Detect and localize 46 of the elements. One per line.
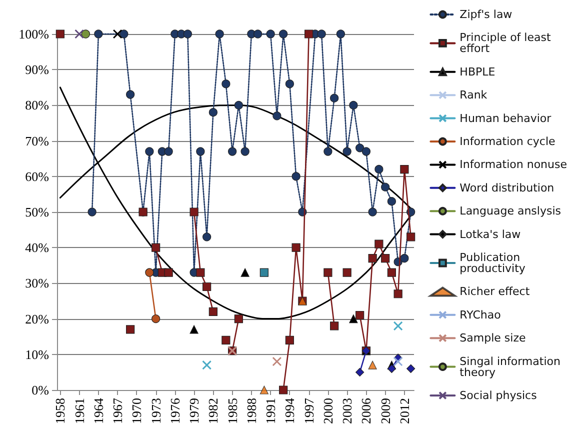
x-tick-label: 2000: [320, 398, 336, 424]
x-tick-label: 1961: [72, 398, 87, 424]
legend-label: Language anslysis: [460, 204, 562, 218]
x-tick-label: 1982: [206, 398, 221, 424]
x-tick-label: 1970: [129, 398, 144, 424]
legend-label: Zipf's law: [460, 8, 512, 21]
x-tick-label: 2003: [340, 398, 355, 424]
y-tick-label: 90%: [25, 62, 50, 78]
x-tick-label: 1997: [301, 398, 316, 424]
x-tick-label: 1988: [244, 398, 259, 424]
legend-label: Information nonuse: [460, 158, 568, 172]
y-tick-label: 0%: [32, 382, 50, 398]
x-tick-label: 1973: [148, 398, 164, 424]
x-tick-label: 1964: [90, 398, 106, 424]
legend-label: Principle of least effort: [460, 31, 554, 56]
y-tick-label: 70%: [25, 133, 50, 148]
y-tick-label: 100%: [18, 26, 50, 42]
legend-label: Sample size: [460, 332, 526, 345]
x-tick-label: 1967: [110, 398, 126, 424]
legend-label: Singal information theory: [460, 354, 564, 379]
x-tick-label: 1976: [167, 398, 182, 424]
x-tick-label: 2006: [358, 398, 374, 424]
y-tick-label: 60%: [25, 168, 50, 184]
legend-label: Rank: [460, 88, 488, 102]
legend-label: HBPLE: [460, 65, 496, 78]
legend-label: RYChao: [460, 308, 502, 322]
y-tick-label: 40%: [25, 240, 50, 256]
x-tick-label: 1994: [282, 398, 298, 424]
x-tick-label: 1985: [224, 398, 240, 424]
legend-label: Word distribution: [460, 181, 554, 194]
legend-label: Publication productivity: [460, 251, 526, 275]
x-tick-label: 2009: [378, 398, 393, 424]
legend-label: Information cycle: [460, 135, 556, 148]
x-tick-label: 2012: [396, 398, 412, 424]
legend-label: Human behavior: [460, 112, 552, 125]
y-tick-label: 50%: [25, 204, 50, 220]
y-tick-label: 10%: [25, 346, 50, 362]
y-tick-label: 30%: [25, 276, 50, 291]
legend-label: Lotka's law: [460, 228, 521, 241]
legend-label: Social physics: [460, 389, 538, 402]
x-tick-label: 1958: [52, 398, 68, 424]
x-tick-label: 1979: [186, 398, 202, 424]
y-tick-label: 80%: [25, 98, 50, 113]
x-tick-label: 1991: [263, 398, 278, 424]
y-tick-label: 20%: [25, 311, 50, 326]
legend-label: Richer effect: [460, 285, 530, 298]
